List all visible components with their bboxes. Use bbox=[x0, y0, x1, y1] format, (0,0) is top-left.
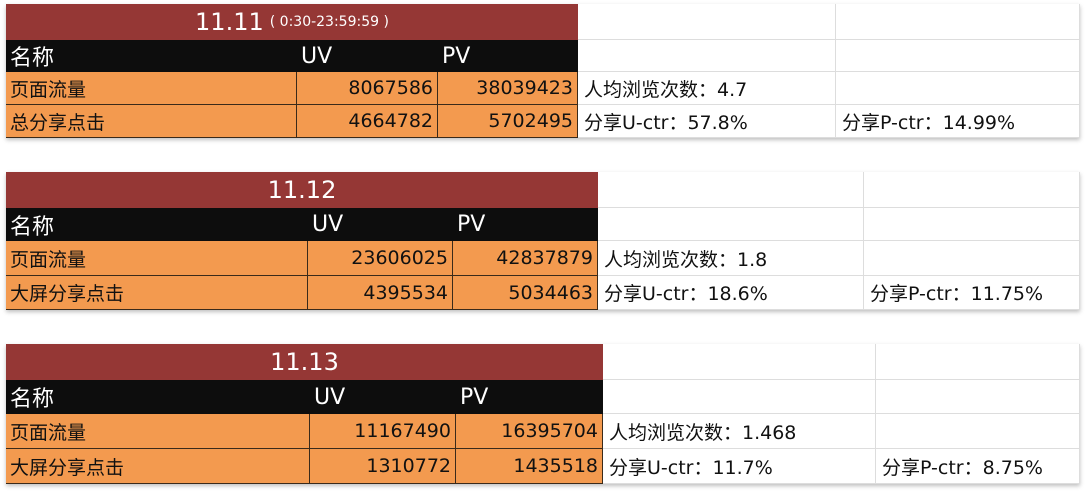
time-range: ( 0:30-23:59:59 ) bbox=[269, 14, 389, 30]
row-pv[interactable]: 1435518 bbox=[456, 449, 603, 484]
row-note-1[interactable]: 人均浏览次数：1.8 bbox=[598, 241, 864, 276]
empty-cell[interactable] bbox=[836, 4, 1080, 40]
header-pv[interactable]: PV bbox=[438, 40, 578, 72]
row-pv[interactable]: 5034463 bbox=[453, 276, 598, 310]
date-label: 11.12 bbox=[267, 176, 337, 204]
title-row: 11.11 ( 0:30-23:59:59 ) bbox=[6, 4, 1080, 40]
table-row: 大屏分享点击 1310772 1435518 分享U-ctr：11.7% 分享P-ctr… bbox=[6, 449, 1080, 484]
row-pv[interactable]: 5702495 bbox=[438, 105, 578, 138]
row-note-1[interactable]: 人均浏览次数：1.468 bbox=[603, 414, 876, 449]
date-title-cell[interactable]: 11.13 bbox=[6, 344, 603, 380]
header-name[interactable]: 名称 bbox=[6, 208, 308, 241]
row-uv[interactable]: 4664782 bbox=[297, 105, 438, 138]
row-name[interactable]: 页面流量 bbox=[6, 414, 310, 449]
row-name[interactable]: 页面流量 bbox=[6, 72, 297, 105]
empty-cell[interactable] bbox=[603, 380, 876, 414]
row-name[interactable]: 大屏分享点击 bbox=[6, 276, 308, 310]
row-note-2[interactable]: 分享P-ctr：8.75% bbox=[876, 449, 1080, 484]
header-row: 名称 UV PV bbox=[6, 208, 1080, 241]
empty-cell[interactable] bbox=[876, 344, 1080, 380]
row-note-2[interactable] bbox=[876, 414, 1080, 449]
header-name[interactable]: 名称 bbox=[6, 380, 310, 414]
row-note-2[interactable] bbox=[836, 72, 1080, 105]
title-row: 11.12 bbox=[6, 172, 1080, 208]
row-uv[interactable]: 4395534 bbox=[308, 276, 453, 310]
table-row: 页面流量 11167490 16395704 人均浏览次数：1.468 bbox=[6, 414, 1080, 449]
header-pv[interactable]: PV bbox=[456, 380, 603, 414]
row-uv[interactable]: 8067586 bbox=[297, 72, 438, 105]
row-note-2[interactable]: 分享P-ctr：11.75% bbox=[864, 276, 1080, 310]
row-note-1[interactable]: 分享U-ctr：57.8% bbox=[578, 105, 836, 138]
empty-cell[interactable] bbox=[578, 4, 836, 40]
table-row: 大屏分享点击 4395534 5034463 分享U-ctr：18.6% 分享P-ctr… bbox=[6, 276, 1080, 310]
row-name[interactable]: 总分享点击 bbox=[6, 105, 297, 138]
empty-cell[interactable] bbox=[836, 40, 1080, 72]
date-title-cell[interactable]: 11.12 bbox=[6, 172, 598, 208]
empty-cell[interactable] bbox=[603, 344, 876, 380]
row-note-1[interactable]: 人均浏览次数：4.7 bbox=[578, 72, 836, 105]
table-row: 页面流量 8067586 38039423 人均浏览次数：4.7 bbox=[6, 72, 1080, 105]
header-row: 名称 UV PV bbox=[6, 380, 1080, 414]
empty-cell[interactable] bbox=[598, 208, 864, 241]
row-note-2[interactable]: 分享P-ctr：14.99% bbox=[836, 105, 1080, 138]
row-note-2[interactable] bbox=[864, 241, 1080, 276]
stats-table-2: 11.12 名称 UV PV 页面流量 23606025 42837879 人均浏览次数：1.… bbox=[6, 172, 1080, 310]
date-label: 11.11 bbox=[195, 8, 264, 36]
empty-cell[interactable] bbox=[864, 172, 1080, 208]
empty-cell[interactable] bbox=[864, 208, 1080, 241]
row-pv[interactable]: 42837879 bbox=[453, 241, 598, 276]
table-row: 总分享点击 4664782 5702495 分享U-ctr：57.8% 分享P-ctr：… bbox=[6, 105, 1080, 138]
header-pv[interactable]: PV bbox=[453, 208, 598, 241]
empty-cell[interactable] bbox=[876, 380, 1080, 414]
header-uv[interactable]: UV bbox=[297, 40, 438, 72]
stats-table-1: 11.11( 0:30-23:59:59 ) 名称 UV PV 页面流量 8067586 3… bbox=[6, 4, 1080, 138]
header-uv[interactable]: UV bbox=[310, 380, 456, 414]
header-row: 名称 UV PV bbox=[6, 40, 1080, 72]
empty-cell[interactable] bbox=[578, 40, 836, 72]
table-row: 页面流量 23606025 42837879 人均浏览次数：1.8 bbox=[6, 241, 1080, 276]
row-note-1[interactable]: 分享U-ctr：11.7% bbox=[603, 449, 876, 484]
header-uv[interactable]: UV bbox=[308, 208, 453, 241]
row-uv[interactable]: 1310772 bbox=[310, 449, 456, 484]
row-uv[interactable]: 23606025 bbox=[308, 241, 453, 276]
empty-cell[interactable] bbox=[598, 172, 864, 208]
stats-table-3: 11.13 名称 UV PV 页面流量 11167490 16395704 人均浏览次数：1.… bbox=[6, 344, 1080, 484]
date-label: 11.13 bbox=[270, 348, 339, 376]
row-name[interactable]: 大屏分享点击 bbox=[6, 449, 310, 484]
date-title-cell[interactable]: 11.11 ( 0:30-23:59:59 ) bbox=[6, 4, 578, 40]
row-uv[interactable]: 11167490 bbox=[310, 414, 456, 449]
title-row: 11.13 bbox=[6, 344, 1080, 380]
row-pv[interactable]: 16395704 bbox=[456, 414, 603, 449]
header-name[interactable]: 名称 bbox=[6, 40, 297, 72]
row-pv[interactable]: 38039423 bbox=[438, 72, 578, 105]
row-name[interactable]: 页面流量 bbox=[6, 241, 308, 276]
row-note-1[interactable]: 分享U-ctr：18.6% bbox=[598, 276, 864, 310]
